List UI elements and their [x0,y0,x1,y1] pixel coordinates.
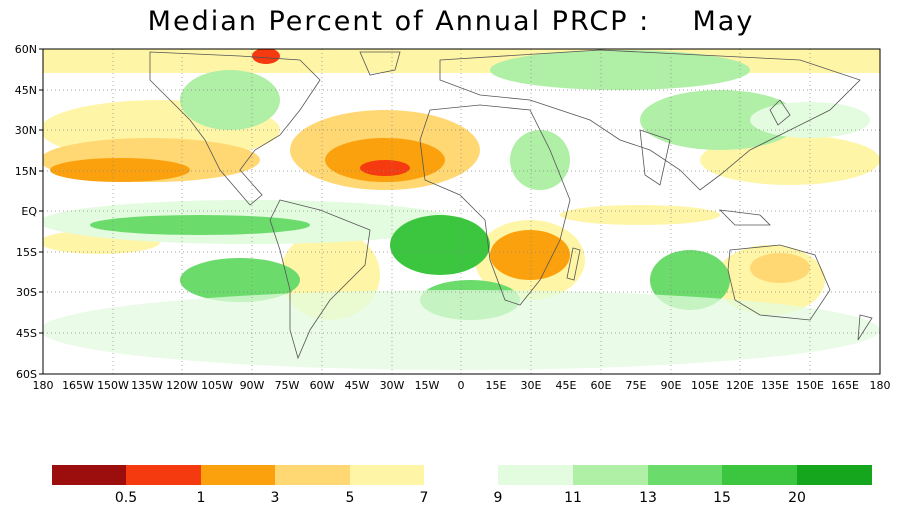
lon-label: 135E [761,379,789,392]
lat-label: 45N [15,84,37,97]
lon-label: 135W [131,379,163,392]
lon-label: 105E [691,379,719,392]
lon-label: 15E [486,379,507,392]
colorbar-swatch [52,465,126,485]
lon-label: 75W [275,379,300,392]
colorbar-swatch [498,465,573,485]
lat-label: 45S [16,327,37,340]
lon-label: 180 [870,379,891,392]
colorbar-label: 7 [420,490,429,506]
lon-label: 0 [458,379,465,392]
colorbar-swatch [275,465,350,485]
lat-label: 60S [16,368,37,381]
lon-label: 30E [521,379,542,392]
lon-label: 30W [380,379,405,392]
lat-label: 30S [16,286,37,299]
colorbar-label: 0.5 [115,490,137,506]
precip-field [43,49,880,374]
colorbar-swatch [797,465,872,485]
colorbar-label: 3 [271,490,280,506]
latitude-labels: 60N 45N 30N 15N EQ 15S 30S 45S 60S [15,43,38,381]
lon-label: 90W [240,379,265,392]
lon-label: 15W [415,379,440,392]
longitude-labels: 180 165W 150W 135W 120W 105W 90W 75W 60W… [33,379,891,392]
lat-label: EQ [21,205,37,218]
colorbar-swatch [350,465,424,485]
axis-ticks [39,48,43,375]
lon-label: 120W [166,379,198,392]
lon-label: 45E [556,379,577,392]
lon-label: 165W [62,379,94,392]
colorbar-label: 9 [494,490,503,506]
lat-label: 30N [15,124,37,137]
colorbar-label: 1 [197,490,206,506]
colorbar: 0.5 1 3 5 7 9 11 13 15 20 [52,465,872,506]
lon-label: 90E [661,379,682,392]
lat-label: 15S [16,246,37,259]
colorbar-swatch [126,465,201,485]
colorbar-label: 11 [564,490,582,506]
colorbar-swatch [201,465,275,485]
lon-label: 105W [201,379,233,392]
lon-label: 150W [97,379,129,392]
lon-label: 60E [591,379,612,392]
lon-label: 45W [345,379,370,392]
colorbar-label: 20 [788,490,806,506]
lat-label: 15N [15,165,37,178]
lon-label: 165E [831,379,859,392]
colorbar-swatch [722,465,797,485]
colorbar-label: 13 [639,490,657,506]
colorbar-label: 5 [346,490,355,506]
lon-label: 75E [626,379,647,392]
lon-label: 60W [310,379,335,392]
colorbar-swatch [573,465,648,485]
lon-label: 120E [726,379,754,392]
lon-label: 150E [796,379,824,392]
lon-label: 180 [33,379,54,392]
colorbar-swatch [648,465,722,485]
lat-label: 60N [15,43,37,56]
colorbar-label: 15 [713,490,731,506]
map-title: Median Percent of Annual PRCP : May [147,6,755,37]
